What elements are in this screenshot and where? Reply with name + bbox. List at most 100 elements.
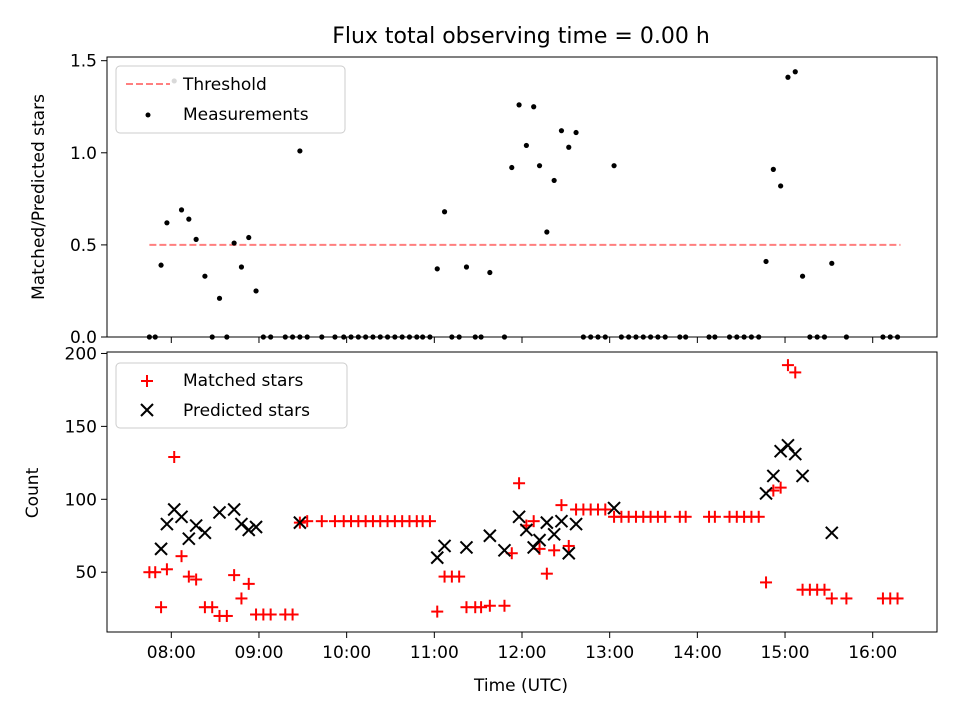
predicted-star-point [483,529,497,543]
bottom-axes-frame [106,351,938,633]
xtick-label: 08:00 [147,643,196,663]
bottom-legend: Matched stars Predicted stars [115,362,348,429]
xtick-label: 10:00 [322,643,371,663]
matched-star-point [264,608,277,621]
top-legend: Threshold Measurements [115,65,346,134]
matched-star-point [527,515,540,528]
top-ytick-label: 1.5 [70,52,97,72]
matched-star-point [679,510,692,523]
xtick-label: 14:00 [673,643,722,663]
top-legend-box [115,65,346,134]
matched-star-point [431,605,444,618]
measurement-point [231,240,237,246]
matched-star-point [513,477,526,490]
predicted-star-point [249,520,263,534]
predicted-star-point [562,546,576,560]
matched-star-point [286,608,299,621]
bottom-ytick-label: 150 [65,417,97,437]
measurement-point [216,295,223,301]
predicted-star-point [607,501,621,515]
matched-star-point [235,592,248,605]
predicted-star-point [154,542,168,556]
matched-star-point [168,451,181,463]
legend-threshold-label: Threshold [182,75,267,95]
matched-star-point [599,503,612,516]
predicted-star-point [519,523,534,537]
legend-predicted-swatch [140,403,154,417]
matched-star-point [562,539,575,552]
measurement-point [178,207,185,213]
measurement-point [566,144,572,150]
predicted-star-point [497,543,512,558]
measurement-point [297,148,303,154]
xtick-label: 15:00 [761,643,810,663]
matched-star-point [301,515,314,528]
matched-star-point [483,599,496,612]
matched-star-point [155,601,168,614]
measurement-point [778,183,784,189]
xtick-label: 09:00 [234,643,283,663]
measurement-point [573,129,579,136]
matched-star-point [190,573,203,586]
predicted-star-point [430,550,444,565]
matched-star-point [659,510,672,523]
matched-star-point [789,366,802,379]
matched-star-point [149,566,162,579]
predicted-star-point [526,540,541,555]
predicted-star-point [459,540,474,555]
xtick-label: 12:00 [498,643,547,663]
predicted-star-point [540,515,554,530]
predicted-star-point [554,514,569,528]
bottom-chart-xlabel: Time (UTC) [473,676,568,696]
measurement-point [202,273,208,279]
matched-star-point [825,592,838,605]
measurement-point [158,262,164,268]
measurement-point [238,264,245,270]
xtick-label: 11:00 [410,643,459,663]
legend-matched-label: Matched stars [183,371,303,391]
xtick-label: 13:00 [585,643,634,663]
predicted-star-point [437,539,452,553]
top-ytick-label: 1.0 [70,144,97,164]
measurement-point [193,236,199,242]
bottom-ytick-label: 200 [65,344,97,364]
matched-star-point [453,570,466,583]
measurement-point [558,128,565,134]
predicted-star-point [174,510,189,524]
matched-star-point [175,550,188,563]
measurement-point [770,166,776,172]
matched-star-point [182,570,195,583]
predicted-star-point [781,438,795,453]
matched-star-point [475,601,488,614]
bottom-legend-box [115,362,348,429]
top-chart-ylabel: Matched/Predicted stars [29,94,49,300]
matched-star-point [818,583,831,596]
matched-star-point [781,359,794,372]
measurement-point [536,163,543,169]
matched-star-point [760,576,773,589]
predicted-star-point [189,518,203,533]
measurement-point [799,273,806,279]
top-chart-title: Flux total observing time = 0.00 h [332,24,710,49]
predicted-star-point [532,533,547,547]
top-chart-panel: 0.0 0.5 1.0 1.5 [70,52,938,348]
top-axes-frame [106,56,938,338]
measurement-point [785,74,791,80]
top-ytick-label: 0.5 [70,236,97,256]
predicted-star-point [182,531,196,546]
matched-star-point [540,567,553,580]
predicted-star-point [160,517,174,531]
matched-star-point [315,515,328,528]
measurement-point [551,177,557,184]
measurement-point [253,288,259,294]
predicted-star-point [198,526,212,540]
measurement-point [523,142,529,149]
predicted-star-point [212,505,227,520]
matched-star-point [220,609,233,622]
legend-measurements-swatch [145,112,151,118]
matched-star-point [228,569,241,582]
predicted-star-point [773,444,788,458]
bottom-ytick-label: 50 [75,563,97,583]
matched-star-point [752,510,765,523]
